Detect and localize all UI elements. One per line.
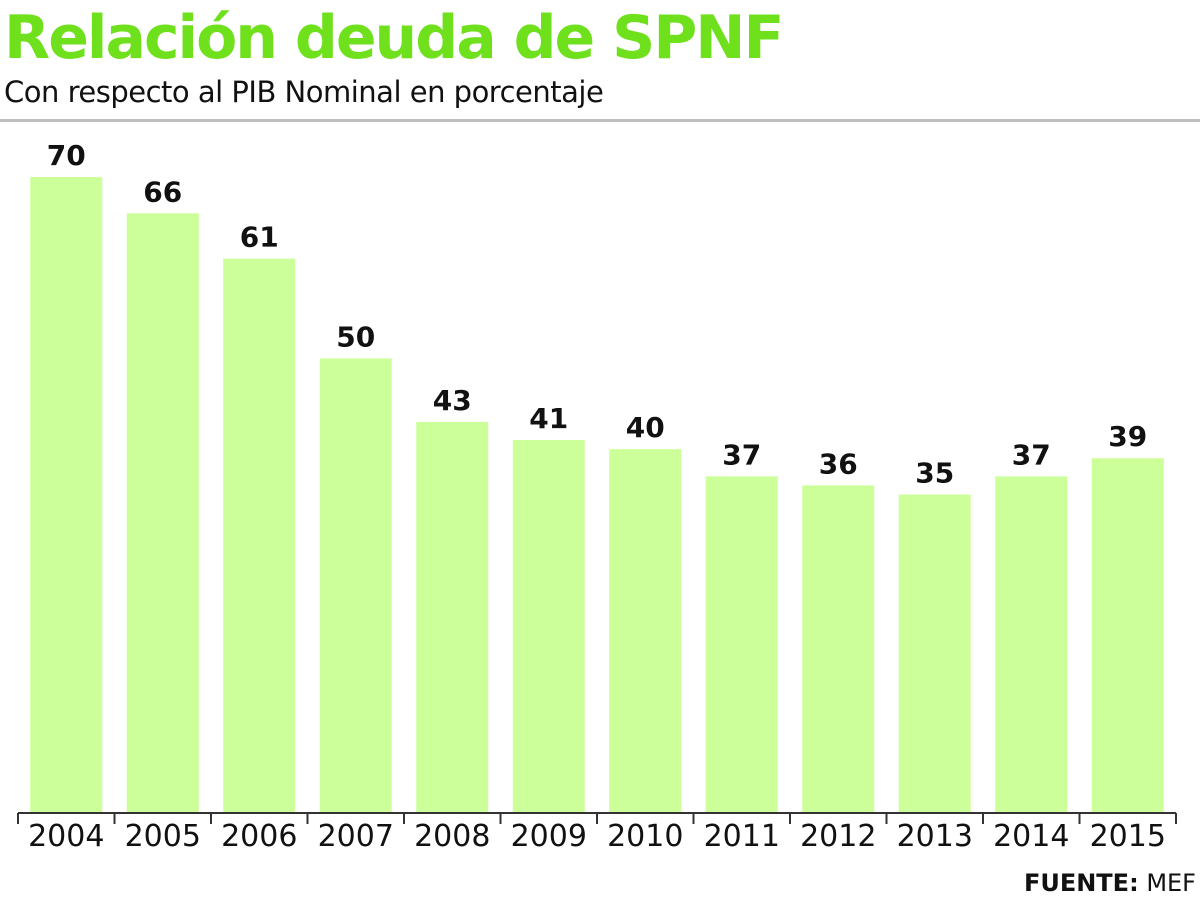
- value-label-2014: 37: [1012, 438, 1051, 471]
- bar-2015: [1091, 458, 1164, 812]
- chart-subtitle: Con respecto al PIB Nominal en porcentaj…: [4, 75, 604, 109]
- value-label-2006: 61: [240, 221, 279, 254]
- value-label-2005: 66: [143, 175, 182, 208]
- x-tick-label-2013: 2013: [897, 819, 973, 854]
- x-tick-label-2012: 2012: [800, 819, 876, 854]
- x-tick-label-2005: 2005: [125, 819, 201, 854]
- value-label-2012: 36: [819, 447, 858, 480]
- value-label-2015: 39: [1108, 420, 1147, 453]
- value-label-2007: 50: [336, 320, 375, 353]
- top-divider: [0, 119, 1200, 122]
- x-tick-label-2007: 2007: [318, 819, 394, 854]
- bar-2012: [802, 485, 875, 812]
- x-tick-label-2009: 2009: [511, 819, 587, 854]
- x-tick-label-2010: 2010: [607, 819, 683, 854]
- bar-2014: [995, 476, 1068, 812]
- value-label-2010: 40: [626, 411, 665, 444]
- x-tick-label-2006: 2006: [221, 819, 297, 854]
- value-label-2008: 43: [433, 384, 472, 417]
- tick-labels-group: 2004 2005 2006 2007 2008 2009 2010 2011 2012 2013…: [28, 819, 1166, 854]
- bar-2004: [30, 177, 103, 812]
- value-labels-group: 70 66 61 50 43 41 40 37 36 35 37 39: [47, 139, 1147, 490]
- x-tick-label-2014: 2014: [993, 819, 1069, 854]
- x-tick-label-2008: 2008: [414, 819, 490, 854]
- source-note: FUENTE: MEF: [1024, 868, 1196, 898]
- value-label-2004: 70: [47, 139, 86, 172]
- bar-2005: [126, 213, 199, 813]
- bars-group: [30, 177, 1164, 813]
- source-value: MEF: [1146, 869, 1196, 897]
- bar-2007: [319, 358, 392, 812]
- bar-2011: [705, 476, 778, 812]
- value-label-2011: 37: [722, 438, 761, 471]
- bar-2006: [223, 258, 296, 813]
- tick-marks-group: [17, 813, 1177, 824]
- x-tick-label-2004: 2004: [28, 819, 104, 854]
- chart-title: Relación deuda de SPNF: [4, 3, 785, 73]
- source-label: FUENTE:: [1023, 869, 1139, 897]
- value-label-2013: 35: [915, 457, 954, 490]
- x-tick-label-2015: 2015: [1090, 819, 1166, 854]
- bar-2008: [416, 421, 489, 812]
- value-label-2009: 41: [529, 402, 568, 435]
- bar-2009: [512, 440, 585, 812]
- bar-2010: [609, 449, 682, 812]
- x-tick-label-2011: 2011: [704, 819, 780, 854]
- bar-2013: [898, 494, 971, 812]
